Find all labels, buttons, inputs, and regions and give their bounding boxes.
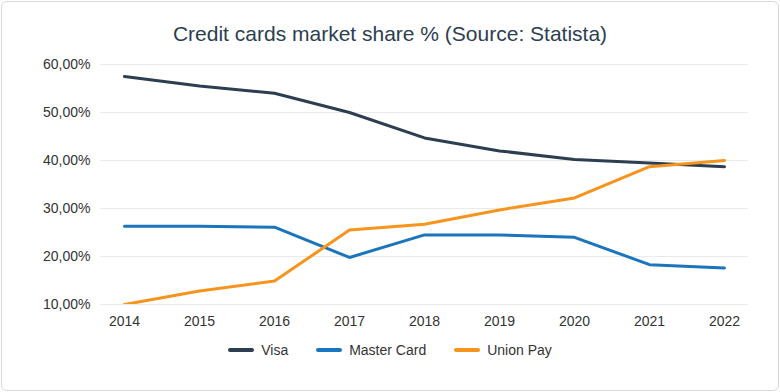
html-text:Visa: Visa — [261, 342, 289, 358]
svg-text:2017: 2017 — [334, 313, 365, 329]
svg-text:2018: 2018 — [409, 313, 440, 329]
svg-text:2021: 2021 — [634, 313, 665, 329]
html-text:Union Pay: Union Pay — [487, 342, 552, 358]
svg-text:50,00%: 50,00% — [43, 104, 90, 120]
svg-text:60,00%: 60,00% — [43, 56, 90, 72]
svg-text:10,00%: 10,00% — [43, 296, 90, 312]
svg-text:20,00%: 20,00% — [43, 248, 90, 264]
svg-text:2019: 2019 — [484, 313, 515, 329]
svg-text:2016: 2016 — [259, 313, 290, 329]
svg-text:2014: 2014 — [109, 313, 140, 329]
svg-text:2015: 2015 — [184, 313, 215, 329]
html-text:Credit cards market share % (S: Credit cards market share % (Source: Sta… — [172, 22, 608, 45]
svg-text:40,00%: 40,00% — [43, 152, 90, 168]
svg-text:2022: 2022 — [709, 313, 740, 329]
svg-text:2020: 2020 — [559, 313, 590, 329]
svg-text:30,00%: 30,00% — [43, 200, 90, 216]
html-text:Master Card: Master Card — [349, 342, 427, 358]
